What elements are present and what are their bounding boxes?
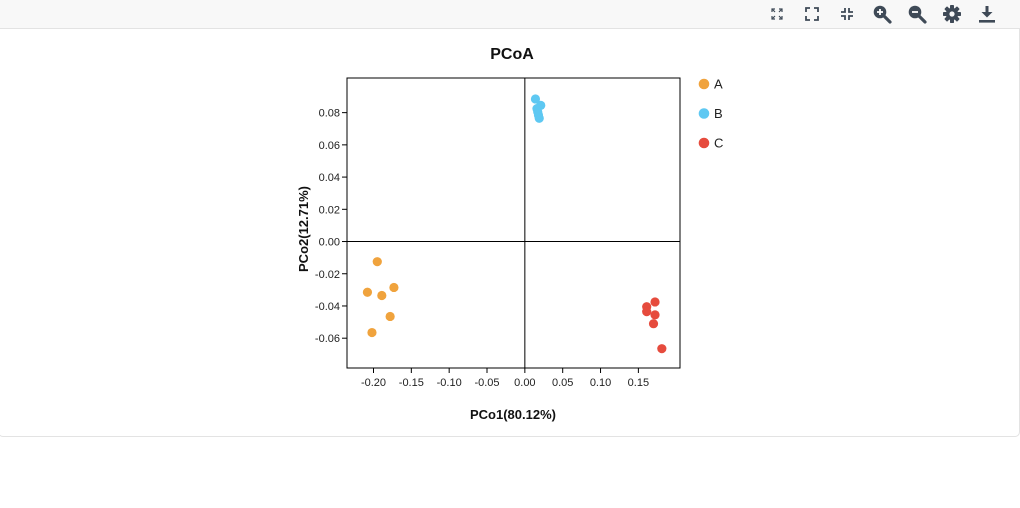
data-point-b [530, 94, 541, 104]
y-tick-label: -0.04 [315, 301, 340, 313]
y-tick-label: 0.04 [319, 172, 340, 184]
data-point-a [367, 327, 377, 338]
collapse-icon[interactable] [833, 0, 861, 28]
y-tick-label: -0.02 [315, 269, 340, 281]
x-tick-label: 0.05 [552, 377, 573, 389]
zero-lines [347, 78, 680, 368]
download-icon[interactable] [973, 0, 1001, 28]
gear-icon[interactable] [938, 0, 966, 28]
chart-title: PCoA [490, 46, 534, 63]
data-point-a [377, 290, 387, 301]
data-point-a [372, 257, 382, 267]
zoom-out-icon[interactable] [903, 0, 931, 28]
data-point-c [642, 307, 652, 317]
data-point-c [650, 310, 660, 320]
x-tick-label: -0.05 [474, 377, 499, 389]
legend: ABC [698, 77, 723, 151]
data-point-c [650, 297, 660, 307]
x-axis-title: PCo1(80.12%) [470, 407, 556, 422]
data-point-c [657, 344, 667, 354]
y-tick-label: 0.06 [319, 140, 340, 152]
data-point-a [362, 287, 373, 297]
expand-corners-icon[interactable] [763, 0, 791, 28]
y-tick-label: 0.00 [319, 237, 340, 249]
x-tick-label: -0.20 [361, 377, 386, 389]
data-point-c [648, 319, 659, 329]
x-tick-label: -0.10 [437, 377, 462, 389]
x-axis: -0.20 -0.15 -0.10 -0.05 0.00 0.05 0.10 0.15 [361, 368, 649, 389]
legend-label-b: B [714, 106, 723, 121]
data-point-a [389, 282, 399, 293]
x-tick-label: 0.15 [628, 377, 649, 389]
y-tick-label: -0.06 [315, 333, 340, 345]
x-tick-label: 0.10 [590, 377, 611, 389]
legend-marker-b [698, 108, 710, 119]
legend-marker-c [698, 137, 710, 149]
y-tick-label: 0.08 [319, 108, 340, 120]
plot-frame [346, 77, 681, 369]
legend-label-a: A [714, 77, 723, 92]
zoom-in-icon[interactable] [868, 0, 896, 28]
x-tick-label: -0.15 [399, 377, 424, 389]
x-tick-label: 0.00 [514, 377, 535, 389]
y-tick-label: 0.02 [319, 204, 340, 216]
data-point-a [385, 311, 395, 322]
legend-label-c: C [714, 136, 723, 151]
y-axis-title: PCo2(12.71%) [296, 186, 311, 272]
chart-card [0, 29, 1020, 437]
data-point-b [534, 113, 544, 123]
chart-toolbar [0, 0, 1020, 29]
legend-marker-a [698, 78, 710, 90]
data-points [362, 94, 667, 354]
y-axis: -0.06 -0.04 -0.02 0.00 0.02 0.04 0.06 0.08 [315, 108, 347, 345]
fullscreen-icon[interactable] [798, 0, 826, 28]
